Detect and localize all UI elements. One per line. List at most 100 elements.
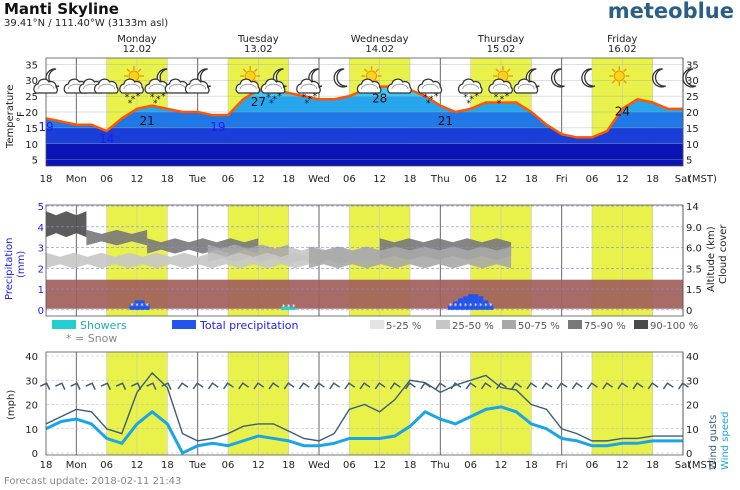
y-tick-right: 20 xyxy=(686,401,699,412)
wind-arrow-head xyxy=(283,382,295,390)
temp-value-label: 21 xyxy=(438,114,453,128)
wind-arrow-head xyxy=(511,382,523,390)
y-tick-right: 10 xyxy=(686,425,699,436)
brand-logo: meteoblue xyxy=(608,0,734,23)
wind-arrow-head xyxy=(146,382,157,390)
sun-ray xyxy=(506,68,511,73)
legend-cloud-cover: 50-75 % xyxy=(518,321,560,332)
x-tick-label: 18 xyxy=(646,460,659,471)
moon-cloud-snow-icon: * * ** xyxy=(296,68,323,109)
wind-arrow xyxy=(70,382,81,390)
y-axis-unit: (mm) xyxy=(16,251,27,278)
y-tick-left: 10 xyxy=(25,425,38,436)
precip-bar xyxy=(144,304,150,310)
x-tick-label: Mon xyxy=(66,174,87,185)
cloud-icon xyxy=(387,78,412,94)
y-tick-right: 3.5 xyxy=(686,264,702,275)
legend-swatch-precip xyxy=(172,320,196,329)
x-tick-label: Sat xyxy=(675,174,691,185)
wind-arrow xyxy=(389,382,401,390)
wind-arrow-head xyxy=(55,382,66,390)
wind-arrow-head xyxy=(541,382,553,390)
snow-marker: * xyxy=(479,302,483,310)
day-date: 15.02 xyxy=(487,44,516,55)
temp-value-label: 24 xyxy=(615,104,630,118)
x-tick-label: 12 xyxy=(495,460,508,471)
precip-bar xyxy=(488,304,494,310)
x-tick-label: 12 xyxy=(373,460,386,471)
wind-arrow xyxy=(253,382,265,390)
y-tick-left: 15 xyxy=(25,124,38,135)
x-tick-label: 06 xyxy=(100,174,113,185)
snow-flake: * xyxy=(426,99,431,109)
snow-flake: * xyxy=(463,93,468,103)
wind-arrow-head xyxy=(389,382,401,390)
legend-snow: * = Snow xyxy=(66,332,117,345)
wind-arrow-head xyxy=(344,382,356,390)
wind-arrow-head xyxy=(207,382,219,390)
snow-flake: * xyxy=(497,99,502,109)
y-tick-right: 15 xyxy=(686,124,699,135)
snow-flake: * xyxy=(505,92,510,102)
cloud-shape xyxy=(184,78,210,94)
legend-swatch-cloud xyxy=(568,320,582,329)
wind-arrow-head xyxy=(450,382,462,390)
x-tick-label: 06 xyxy=(222,460,235,471)
wind-arrow xyxy=(344,382,356,390)
snow-marker: * xyxy=(292,303,296,311)
day-date: 13.02 xyxy=(244,44,273,55)
temp-value-label: 27 xyxy=(251,95,266,109)
x-tick-label: 18 xyxy=(404,174,417,185)
moon-shape xyxy=(550,68,565,88)
snow-flake: * xyxy=(466,99,471,109)
wind-arrow xyxy=(146,382,157,390)
cloud-shape xyxy=(488,78,513,94)
wind-arrow xyxy=(192,382,204,390)
y-axis-title-right-2: Cloud cover xyxy=(718,224,729,284)
precip-bar xyxy=(452,301,459,310)
x-tick-label: 12 xyxy=(131,174,144,185)
x-tick-label: 06 xyxy=(100,460,113,471)
cloud-shade xyxy=(98,83,116,90)
sun-ray xyxy=(622,79,627,84)
precip-bar xyxy=(139,300,145,310)
snow-flake: * xyxy=(153,99,158,109)
x-tick-label: 06 xyxy=(464,174,477,185)
x-tick-label: Tue xyxy=(188,174,206,185)
x-tick-label: 06 xyxy=(586,460,599,471)
cloud-icon xyxy=(93,78,119,94)
moon-icon xyxy=(581,68,596,88)
wind-speed-line xyxy=(45,405,683,455)
y-tick-right: 30 xyxy=(686,376,699,387)
wind-arrow-head xyxy=(70,382,81,390)
wind-arrow xyxy=(662,382,674,390)
y-tick-left: 30 xyxy=(25,376,38,387)
wind-arrow xyxy=(161,382,172,390)
cloud-shade xyxy=(123,83,141,90)
wind-arrow xyxy=(586,382,598,390)
wind-arrow xyxy=(130,382,142,390)
wind-arrow-head xyxy=(298,382,310,390)
legend-swatch-cloud xyxy=(634,320,648,329)
precip-bar xyxy=(129,304,135,310)
wind-arrow xyxy=(177,382,189,390)
snow-flake: * xyxy=(474,92,479,102)
wind-arrow-head xyxy=(404,382,416,390)
x-tick-label: Mon xyxy=(66,460,87,471)
cloud-cover-layer xyxy=(46,211,87,238)
x-tick-label: Thu xyxy=(430,460,450,471)
y-tick-left: 2 xyxy=(38,264,44,275)
snow-flake: * xyxy=(277,92,282,102)
wind-arrow xyxy=(55,382,66,390)
sun-cloud-snow-icon: * * ** xyxy=(119,66,144,109)
y-tick-right: 40 xyxy=(686,352,699,363)
snow-flake: * xyxy=(131,95,136,105)
wind-arrow-head xyxy=(115,382,127,390)
cloud-shape xyxy=(356,78,382,94)
snow-flake: * xyxy=(266,93,271,103)
sun-ray xyxy=(126,68,131,73)
y-axis-title-right: Altitude (km) xyxy=(706,226,717,292)
moon-cloud-snow-icon: * * ** xyxy=(144,68,171,109)
cloud-snow-icon: * * ** xyxy=(457,78,483,109)
